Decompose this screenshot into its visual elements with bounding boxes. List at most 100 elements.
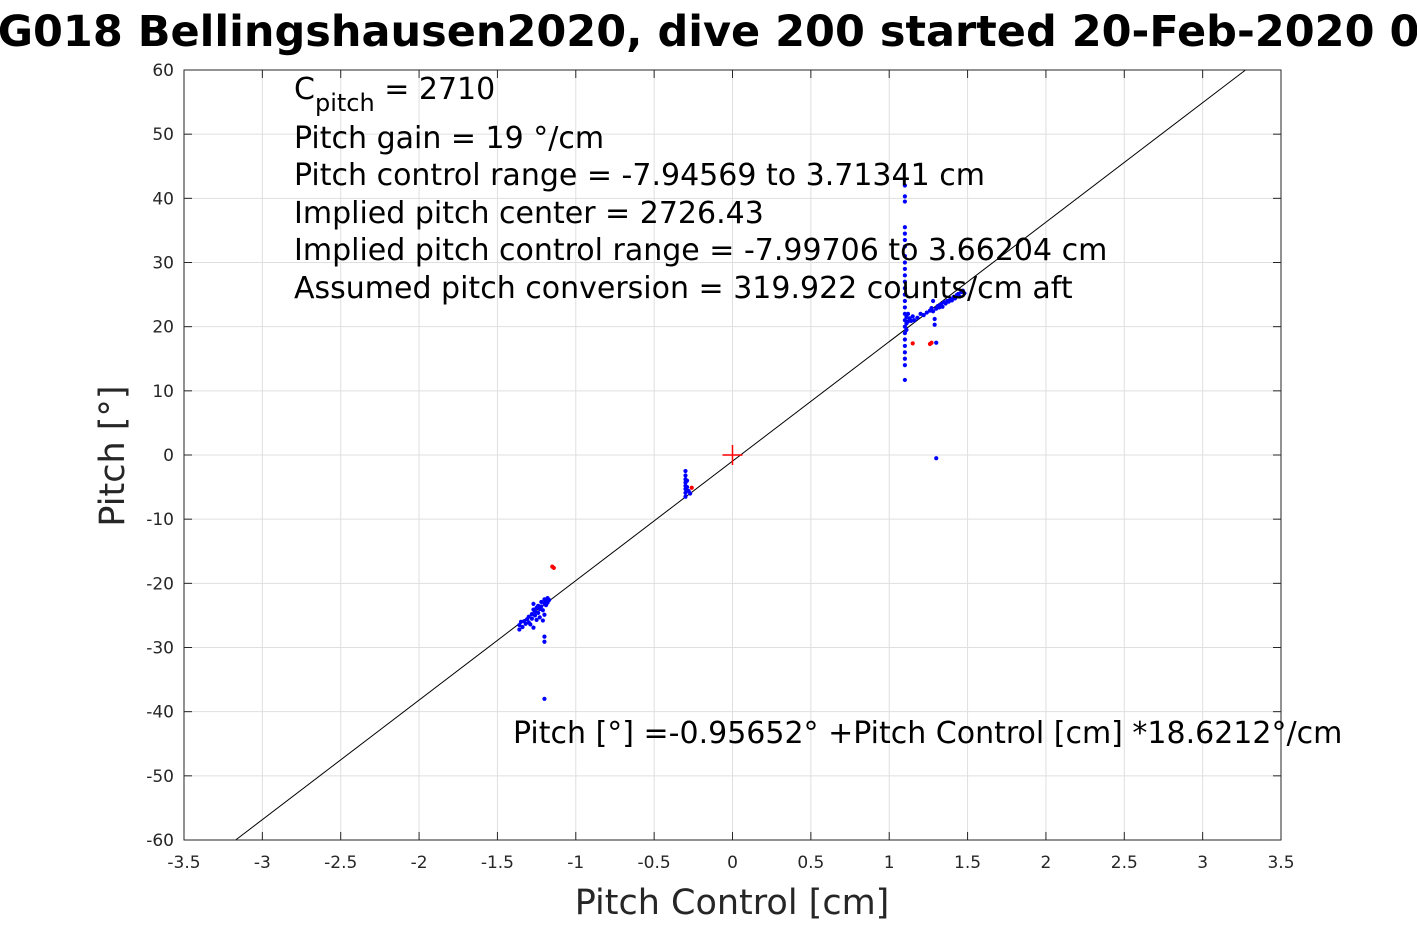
data-point	[902, 237, 907, 243]
data-point	[542, 634, 547, 639]
data-point	[902, 266, 907, 272]
data-point	[904, 327, 909, 332]
x-tick-label: -2.5	[324, 853, 357, 873]
y-tick-label: -20	[146, 574, 174, 594]
data-point	[902, 194, 907, 199]
data-point	[902, 298, 907, 304]
data-point	[683, 494, 688, 499]
data-point-rejected	[929, 340, 934, 345]
data-point	[930, 309, 936, 314]
y-tick-label: 40	[152, 189, 174, 209]
x-tick-label: -2	[411, 853, 428, 873]
data-point	[934, 456, 939, 461]
data-point	[962, 291, 967, 296]
y-tick-label: 50	[152, 125, 174, 145]
data-point	[902, 183, 907, 188]
y-tick-label: -10	[146, 510, 174, 530]
x-tick-label: -0.5	[638, 853, 671, 873]
data-point	[902, 260, 907, 265]
data-point	[531, 625, 536, 630]
data-point	[547, 597, 552, 603]
data-point	[683, 468, 688, 474]
data-point	[536, 610, 541, 615]
y-tick-labels: -60 -50 -40 -30 -20 -10 0 10 20 30 40 50 60	[146, 61, 174, 851]
data-point	[526, 614, 531, 619]
plot-frame	[183, 69, 1282, 841]
c-pitch-symbol: C	[294, 72, 315, 107]
data-point	[912, 318, 917, 323]
data-point	[902, 199, 907, 204]
data-point	[528, 622, 533, 627]
x-tick-label: -1.5	[481, 853, 514, 873]
data-point	[902, 225, 907, 230]
data-point	[902, 305, 907, 310]
data-point	[902, 311, 907, 316]
data-point-rejected	[551, 565, 556, 571]
y-tick-label: 30	[152, 254, 174, 274]
c-pitch-subscript: pitch	[315, 89, 375, 117]
x-tick-label: 3	[1197, 853, 1208, 873]
y-tick-label: 10	[152, 382, 174, 402]
data-point	[932, 316, 937, 322]
data-point	[531, 601, 536, 606]
x-tick-label: 2.5	[1111, 853, 1138, 873]
y-tick-label: -40	[146, 703, 174, 723]
data-point	[542, 612, 547, 617]
data-point	[902, 273, 907, 278]
data-point	[949, 298, 955, 303]
data-point	[688, 491, 693, 496]
data-point-rejected	[689, 485, 694, 490]
data-point	[902, 324, 907, 329]
data-point	[902, 292, 907, 297]
x-tick-label: 3.5	[1267, 853, 1294, 873]
points-layer	[517, 183, 967, 701]
data-point	[529, 616, 535, 621]
data-point	[952, 296, 958, 301]
x-tick-label: 0.5	[797, 853, 824, 873]
annotation-line: Pitch gain = 19 °/cm	[294, 121, 604, 156]
x-tick-label: -3.5	[167, 853, 200, 873]
data-point	[540, 618, 545, 623]
data-point	[932, 322, 937, 327]
data-point	[902, 279, 907, 284]
data-point	[542, 639, 547, 644]
annotation-line: Assumed pitch conversion = 319.922 count…	[294, 271, 1073, 306]
data-point	[539, 604, 544, 609]
data-point	[909, 318, 914, 323]
data-point	[683, 473, 688, 478]
data-point	[534, 617, 539, 623]
x-tick-label: -1	[567, 853, 584, 873]
data-point	[937, 305, 942, 310]
y-tick-label: -50	[146, 767, 174, 787]
data-point	[902, 244, 907, 249]
c-pitch-value: = 2710	[375, 72, 496, 107]
data-point	[910, 314, 915, 319]
data-point	[902, 356, 907, 361]
x-tick-label: 1.5	[954, 853, 981, 873]
data-point	[929, 305, 934, 311]
x-tick-label: 1	[884, 853, 895, 873]
data-point	[540, 608, 545, 613]
x-axis-label: Pitch Control [cm]	[575, 883, 890, 923]
data-point	[902, 286, 907, 291]
data-point	[902, 231, 907, 236]
data-point	[520, 624, 525, 630]
chart-title: SG018 Bellingshausen2020, dive 200 start…	[0, 7, 1417, 57]
data-point	[930, 298, 936, 304]
data-point	[957, 294, 962, 299]
data-point	[915, 315, 920, 320]
data-point	[542, 696, 547, 701]
data-point	[518, 619, 524, 624]
data-point	[536, 603, 541, 608]
data-point	[921, 313, 926, 318]
y-axis-label: Pitch [°]	[93, 385, 133, 526]
data-point	[902, 343, 907, 349]
data-point	[905, 319, 911, 324]
data-point	[902, 363, 907, 368]
x-tick-label: -3	[254, 853, 271, 873]
data-point	[902, 330, 907, 336]
data-point	[940, 304, 945, 309]
data-point	[537, 615, 542, 620]
data-point	[902, 253, 907, 259]
